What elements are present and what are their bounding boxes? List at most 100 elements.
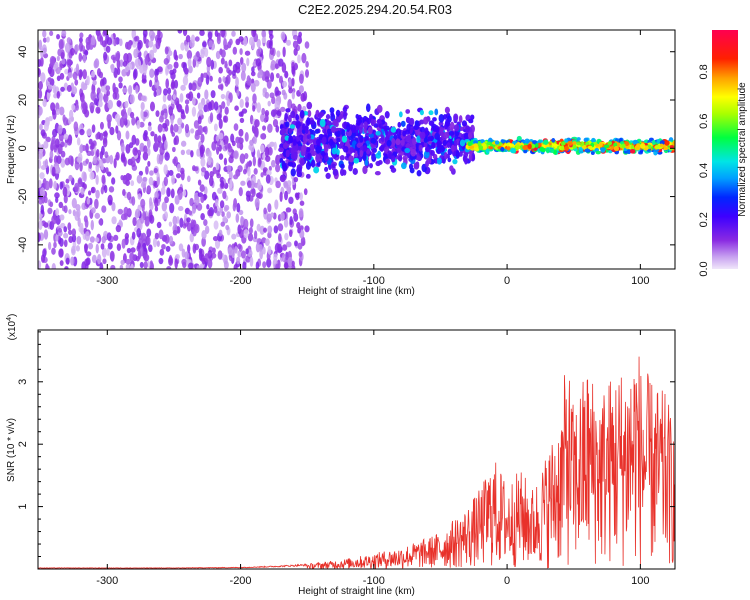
spectrogram-cell xyxy=(390,155,396,163)
spectrogram-cell xyxy=(398,154,403,162)
spectrogram-cell xyxy=(550,148,555,154)
spectrogram-cell xyxy=(309,119,316,126)
spectrogram-cell xyxy=(218,118,223,130)
spectrogram-cell xyxy=(162,122,168,129)
spectrogram-cell xyxy=(64,42,71,54)
spectrogram-cell xyxy=(148,40,154,48)
spectrogram-cell xyxy=(99,150,104,160)
spectrogram-cell xyxy=(172,229,178,236)
spectrogram-cell xyxy=(676,147,682,152)
spectrogram-cell xyxy=(156,221,162,229)
spectrogram-cell xyxy=(365,103,371,113)
spectrogram-cell xyxy=(132,216,137,227)
spectrogram-cell xyxy=(315,146,322,154)
spectrogram-cell xyxy=(224,139,229,151)
spectrogram-cell xyxy=(43,229,49,240)
spectrogram-cell xyxy=(126,247,132,254)
spectrogram-cell xyxy=(567,140,573,146)
spectrogram-cell xyxy=(90,142,95,150)
spectrogram-cell xyxy=(430,150,435,157)
spectrogram-cell xyxy=(291,91,295,100)
spectrogram-cell xyxy=(54,192,60,199)
spectrogram-cell xyxy=(42,248,47,258)
spectrogram-cell xyxy=(244,152,249,160)
spectrogram-cell xyxy=(117,208,124,215)
spectrogram-cell xyxy=(323,154,329,162)
spectrogram-cell xyxy=(289,216,293,226)
spectrogram-cell xyxy=(40,56,44,67)
spectrogram-cell xyxy=(116,243,122,251)
spectrogram-cell xyxy=(423,141,428,148)
spectrogram-cell xyxy=(254,119,260,128)
spectrogram-cell xyxy=(452,158,458,165)
spectrogram-cell xyxy=(298,73,304,84)
spectrogram-cell xyxy=(131,116,136,126)
spectrogram-cell xyxy=(280,128,286,135)
spectrogram-cell xyxy=(220,180,225,189)
spectrogram-cell xyxy=(168,235,174,245)
spectrogram-cell xyxy=(146,138,151,149)
spectrogram-cell xyxy=(136,120,141,129)
x-tick-label: -300 xyxy=(96,575,118,587)
spectrogram-cell xyxy=(112,91,118,100)
spectrogram-cell xyxy=(362,165,368,175)
spectrogram-cell xyxy=(212,235,219,242)
spectrogram-cell xyxy=(236,256,241,265)
spectrogram-cell xyxy=(140,101,145,111)
spectrogram-cell xyxy=(284,70,289,79)
spectrogram-cell xyxy=(244,50,251,56)
spectrogram-cell xyxy=(280,212,285,222)
spectrogram-cell xyxy=(136,228,142,238)
spectrogram-cell xyxy=(42,98,47,108)
spectrogram-cell xyxy=(106,90,111,97)
spectrogram-cell xyxy=(290,168,296,177)
spectrogram-cell xyxy=(68,209,72,215)
spectrogram-cell xyxy=(43,121,49,132)
spectrogram-cell xyxy=(401,162,407,170)
spectrogram-cell xyxy=(120,259,125,266)
spectrogram-cell xyxy=(124,65,129,73)
spectrogram-cell xyxy=(105,45,111,53)
spectrogram-cell xyxy=(250,71,256,77)
spectrogram-cell xyxy=(207,31,213,40)
y-tick-label: 40 xyxy=(17,46,29,58)
spectrogram-cell xyxy=(256,102,262,113)
spectrogram-cell xyxy=(184,44,189,52)
spectrogram-cell xyxy=(448,131,455,136)
spectrogram-cell xyxy=(467,141,472,146)
spectrogram-cell xyxy=(38,232,41,243)
spectrogram-cell xyxy=(186,50,193,60)
spectrogram-cell xyxy=(442,139,448,147)
spectrogram-cell xyxy=(128,84,133,96)
spectrogram-cell xyxy=(551,143,558,147)
spectrogram-cell xyxy=(146,147,151,156)
spectrogram-cell xyxy=(453,113,459,122)
spectrogram-cell xyxy=(63,226,68,233)
spectrogram-cell xyxy=(114,113,121,123)
spectrogram-cell xyxy=(192,57,197,68)
spectrogram-cell xyxy=(270,59,276,71)
spectrogram-cell xyxy=(338,114,344,120)
spectrogram-cell xyxy=(179,217,184,228)
spectrogram-cell xyxy=(56,155,62,165)
colorbar-tick-label: 0.8 xyxy=(698,64,710,79)
spectrogram-cell xyxy=(76,208,81,218)
spectrogram-cell xyxy=(148,244,153,253)
spectrogram-cell xyxy=(143,130,148,137)
spectrogram-cell xyxy=(237,250,242,258)
spectrogram-cell xyxy=(40,129,46,137)
spectrogram-cell xyxy=(154,74,159,83)
spectrogram-cell xyxy=(147,125,152,132)
spectrogram-cell xyxy=(131,231,136,240)
spectrogram-cell xyxy=(207,258,213,269)
spectrogram-cell xyxy=(156,240,160,247)
colorbar-gradient xyxy=(712,30,738,269)
spectrogram-cell xyxy=(453,145,458,151)
spectrogram-cell xyxy=(572,144,577,149)
spectrogram-cell xyxy=(124,232,130,240)
spectrogram-cell xyxy=(135,138,140,146)
spectrogram-cell xyxy=(281,89,286,96)
spectrogram-cell xyxy=(180,42,185,51)
spectrogram-cell xyxy=(295,114,300,121)
spectrogram-cell xyxy=(216,211,221,217)
